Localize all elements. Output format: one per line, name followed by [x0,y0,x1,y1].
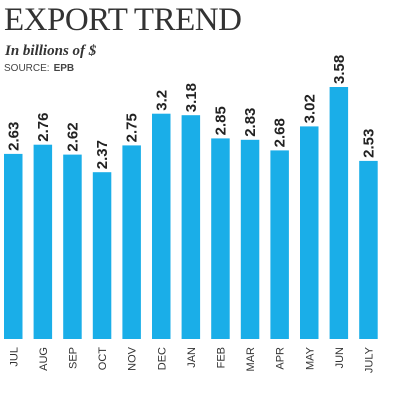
chart-title: EXPORT TREND [4,2,242,38]
value-label-feb: 2.85 [213,106,230,135]
source-line: SOURCE: EPB [4,63,74,74]
value-label-may: 3.02 [301,94,318,123]
value-label-oct: 2.37 [94,140,111,169]
value-label-nov: 2.75 [124,113,141,142]
bar-apr [270,150,289,339]
value-label-jan: 3.18 [183,83,200,112]
tick-label-nov: NOV [127,346,139,371]
tick-label-sep: SEP [68,347,80,369]
bar-jun [329,87,349,339]
bar-dec [152,113,171,339]
tick-label-jun: JUN [334,347,346,368]
value-label-apr: 2.68 [272,118,289,147]
value-label-sep: 2.62 [65,122,82,151]
tick-label-may: MAY [304,346,316,370]
bar-aug [33,144,53,339]
tick-label-july: JULY [364,346,376,373]
tick-label-jan: JAN [186,347,198,368]
bar-oct [92,172,112,339]
bar-jul [4,153,23,339]
value-label-aug: 2.76 [35,112,52,141]
tick-label-apr: APR [275,347,287,370]
bar-mar [240,139,260,339]
source-label: SOURCE: [4,63,50,74]
value-label-jul: 2.63 [5,122,22,151]
bar-jan [181,115,201,339]
bar-sep [63,154,82,339]
tick-label-dec: DEC [156,347,168,370]
bar-feb [211,138,230,339]
chart-subtitle: In billions of $ [5,43,97,59]
tick-label-jul: JUL [8,347,20,367]
source-value: EPB [53,63,75,74]
tick-label-aug: AUG [38,347,50,371]
tick-label-feb: FEB [216,347,228,368]
tick-label-mar: MAR [245,347,257,372]
value-label-mar: 2.83 [242,108,259,137]
tick-label-oct: OCT [97,347,109,371]
value-label-jun: 3.58 [331,55,348,84]
bar-july [359,160,378,339]
value-label-dec: 3.2 [153,90,170,111]
value-label-july: 2.53 [361,129,378,158]
bar-nov [122,145,141,339]
bar-may [300,126,319,340]
